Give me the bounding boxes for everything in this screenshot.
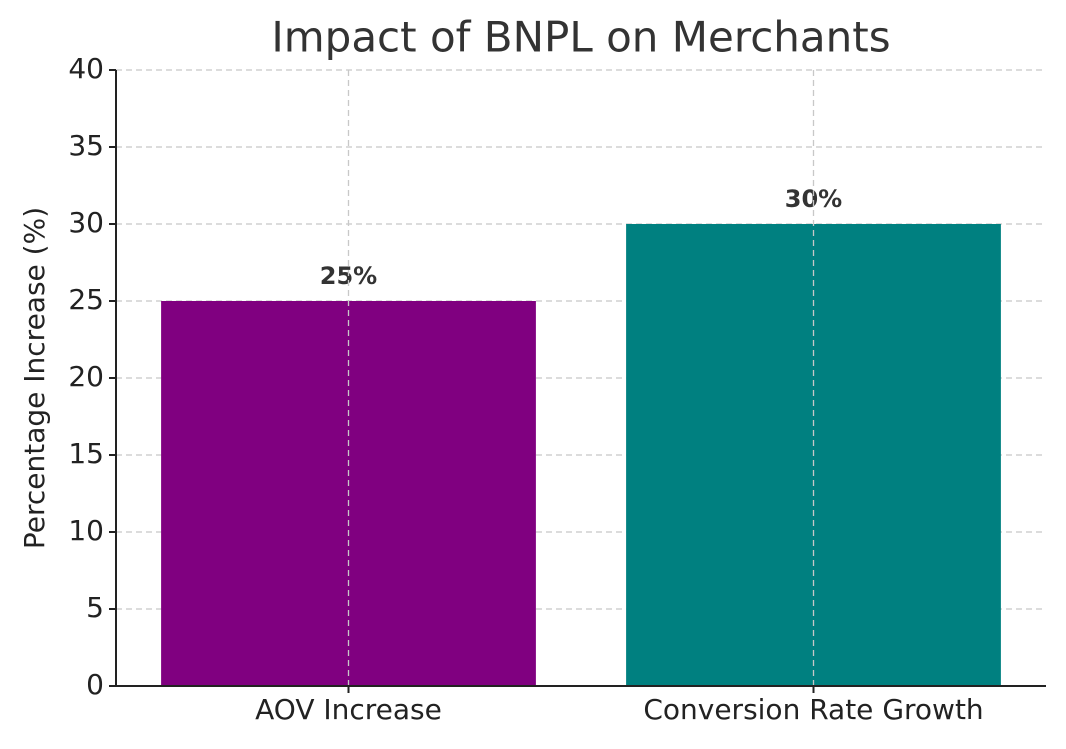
y-tick-label: 20 [68, 360, 104, 393]
y-axis-label: Percentage Increase (%) [18, 207, 51, 549]
y-tick-label: 40 [68, 52, 104, 85]
value-label: 30% [785, 185, 842, 213]
chart-title: Impact of BNPL on Merchants [271, 13, 890, 62]
y-tick-label: 0 [86, 668, 104, 701]
x-tick-label: AOV Increase [255, 693, 442, 726]
y-tick-label: 15 [68, 437, 104, 470]
y-tick-label: 10 [68, 514, 104, 547]
y-tick-label: 35 [68, 129, 104, 162]
y-tick-label: 25 [68, 283, 104, 316]
x-tick-label: Conversion Rate Growth [643, 693, 983, 726]
y-tick-label: 30 [68, 206, 104, 239]
y-tick-label: 5 [86, 591, 104, 624]
